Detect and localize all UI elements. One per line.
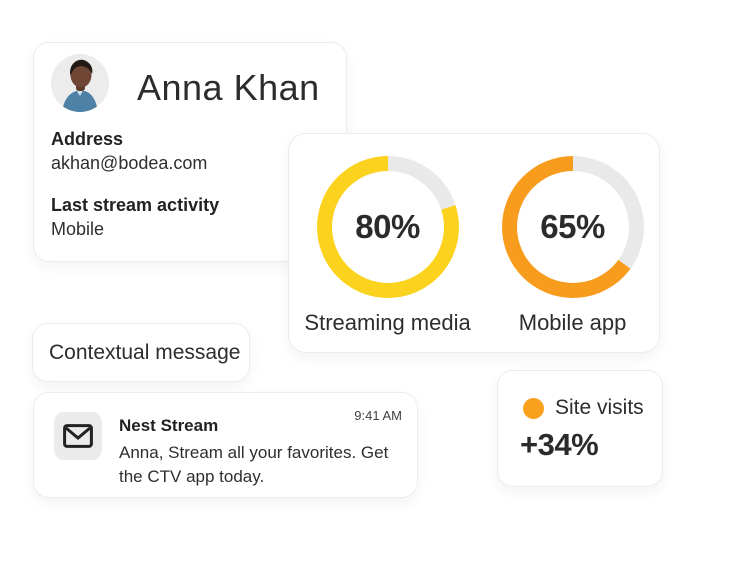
mobile-app-label: Mobile app — [518, 310, 627, 335]
avatar — [51, 54, 109, 112]
activity-value: Mobile — [51, 219, 105, 239]
mobile-app-donut-ring: 65% — [501, 156, 644, 298]
address-label: Address — [51, 129, 124, 149]
site-visits-label: Site visits — [555, 396, 644, 419]
notification-icon-box — [54, 412, 102, 460]
notification-time: 9:41 AM — [354, 408, 402, 423]
mobile-app-percent: 65% — [540, 208, 605, 245]
site-visits-row: Site visits — [523, 396, 644, 420]
site-visits-card: Site visits +34% — [497, 370, 663, 487]
envelope-icon — [63, 424, 93, 448]
notification-content: Nest Stream Anna, Stream all your favori… — [119, 412, 415, 489]
activity-label: Last stream activity — [51, 195, 220, 215]
site-visits-dot-icon — [523, 397, 544, 419]
email-value: akhan@bodea.com — [51, 153, 208, 173]
notification-sender: Nest Stream — [119, 416, 219, 435]
streaming-media-percent: 80% — [355, 208, 420, 245]
streaming-media-label: Streaming media — [304, 310, 471, 335]
notification-message: Anna, Stream all your favorites. Get the… — [119, 443, 389, 486]
avatar-illustration — [51, 54, 109, 112]
profile-name: Anna Khan — [137, 67, 320, 108]
donut-hole: 80% — [331, 171, 444, 283]
notification-card[interactable]: 9:41 AM Nest Stream Anna, Stream all you… — [33, 392, 418, 498]
profile-fields: Address akhan@bodea.com Last stream acti… — [51, 129, 219, 261]
contextual-message-label: Contextual message — [49, 340, 241, 364]
engagement-charts-card: 80% Streaming media 65% Mobile app — [288, 133, 660, 353]
contextual-message-chip[interactable]: Contextual message — [32, 323, 250, 382]
streaming-media-donut-ring: 80% — [316, 156, 459, 298]
donut-streaming-media: 80% Streaming media — [304, 156, 471, 336]
donut-hole: 65% — [516, 171, 629, 283]
donut-mobile-app: 65% Mobile app — [501, 156, 644, 336]
site-visits-value: +34% — [520, 427, 599, 462]
